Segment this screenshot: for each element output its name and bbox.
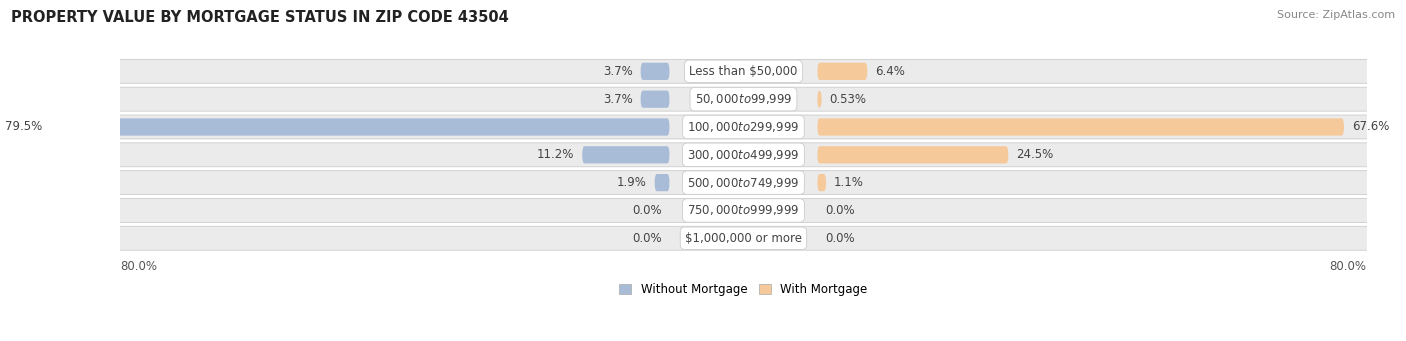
Text: 11.2%: 11.2% bbox=[537, 148, 575, 161]
FancyBboxPatch shape bbox=[117, 59, 1371, 83]
Text: 0.0%: 0.0% bbox=[633, 232, 662, 245]
Text: 79.5%: 79.5% bbox=[6, 120, 42, 133]
Text: $100,000 to $299,999: $100,000 to $299,999 bbox=[688, 120, 800, 134]
Text: PROPERTY VALUE BY MORTGAGE STATUS IN ZIP CODE 43504: PROPERTY VALUE BY MORTGAGE STATUS IN ZIP… bbox=[11, 10, 509, 25]
FancyBboxPatch shape bbox=[641, 63, 669, 80]
FancyBboxPatch shape bbox=[582, 146, 669, 163]
FancyBboxPatch shape bbox=[51, 118, 669, 136]
Text: 1.9%: 1.9% bbox=[617, 176, 647, 189]
Text: 80.0%: 80.0% bbox=[121, 260, 157, 273]
FancyBboxPatch shape bbox=[817, 118, 1344, 136]
FancyBboxPatch shape bbox=[117, 143, 1371, 167]
Legend: Without Mortgage, With Mortgage: Without Mortgage, With Mortgage bbox=[614, 279, 872, 301]
Text: 3.7%: 3.7% bbox=[603, 65, 633, 78]
Text: 67.6%: 67.6% bbox=[1351, 120, 1389, 133]
FancyBboxPatch shape bbox=[117, 87, 1371, 111]
Text: 0.0%: 0.0% bbox=[825, 232, 855, 245]
Text: Less than $50,000: Less than $50,000 bbox=[689, 65, 797, 78]
Text: 3.7%: 3.7% bbox=[603, 93, 633, 106]
Text: 6.4%: 6.4% bbox=[875, 65, 905, 78]
FancyBboxPatch shape bbox=[641, 91, 669, 108]
FancyBboxPatch shape bbox=[117, 115, 1371, 139]
FancyBboxPatch shape bbox=[817, 174, 825, 191]
FancyBboxPatch shape bbox=[817, 91, 821, 108]
FancyBboxPatch shape bbox=[117, 226, 1371, 250]
Text: $1,000,000 or more: $1,000,000 or more bbox=[685, 232, 801, 245]
Text: 24.5%: 24.5% bbox=[1017, 148, 1053, 161]
Text: $750,000 to $999,999: $750,000 to $999,999 bbox=[688, 204, 800, 218]
FancyBboxPatch shape bbox=[817, 146, 1008, 163]
Text: $500,000 to $749,999: $500,000 to $749,999 bbox=[688, 176, 800, 190]
FancyBboxPatch shape bbox=[117, 170, 1371, 195]
Text: 0.0%: 0.0% bbox=[633, 204, 662, 217]
Text: $300,000 to $499,999: $300,000 to $499,999 bbox=[688, 148, 800, 162]
Text: 0.0%: 0.0% bbox=[825, 204, 855, 217]
Text: 1.1%: 1.1% bbox=[834, 176, 863, 189]
Text: 0.53%: 0.53% bbox=[830, 93, 866, 106]
Text: 80.0%: 80.0% bbox=[1330, 260, 1367, 273]
FancyBboxPatch shape bbox=[655, 174, 669, 191]
Text: Source: ZipAtlas.com: Source: ZipAtlas.com bbox=[1277, 10, 1395, 20]
Text: $50,000 to $99,999: $50,000 to $99,999 bbox=[695, 92, 792, 106]
FancyBboxPatch shape bbox=[117, 198, 1371, 222]
FancyBboxPatch shape bbox=[817, 63, 868, 80]
